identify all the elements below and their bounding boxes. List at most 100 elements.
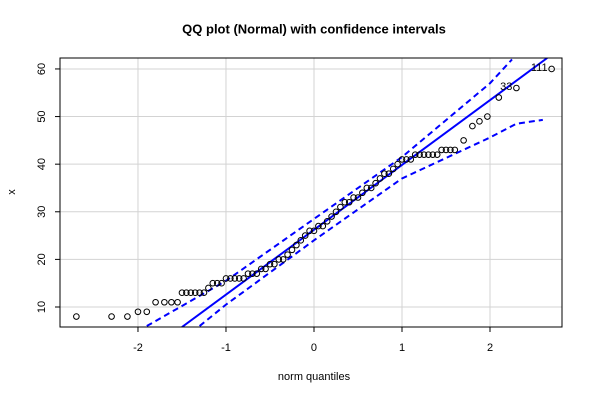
data-point [240,275,247,282]
data-point [438,146,445,154]
x-axis-label: norm quantiles [278,371,351,383]
data-point [442,146,450,154]
data-point [341,198,349,206]
data-point [354,194,362,201]
y-tick-label: 60 [36,63,48,75]
point-label: 111 [531,62,548,74]
data-point [447,146,454,154]
data-point [484,113,491,120]
data-point [425,151,432,158]
data-point [451,146,459,154]
data-point [235,275,243,282]
data-point [218,279,225,287]
data-point [222,275,230,282]
x-tick-label: 0 [311,342,317,354]
data-point [328,213,335,220]
data-point [429,151,437,158]
data-point [476,118,483,125]
data-point [301,232,309,239]
data-point [257,265,265,273]
data-point [398,156,406,163]
data-point [288,246,296,254]
data-point [433,151,441,158]
y-tick-label: 10 [36,301,48,313]
data-point [244,270,252,277]
data-point [495,94,503,101]
data-point [381,170,388,177]
data-point [420,151,428,158]
data-point [385,170,393,177]
data-point [394,160,401,168]
data-point [345,198,353,206]
data-point [548,65,555,73]
data-point [315,222,322,230]
data-point [350,194,357,201]
data-point [174,298,181,306]
data-point [161,298,168,306]
data-point [134,308,142,316]
data-point [416,151,423,158]
data-point [319,222,327,230]
data-point [152,298,159,306]
data-point [323,218,331,225]
plot-frame [59,57,563,328]
data-point [297,237,305,244]
point-label: 33 [500,81,512,93]
data-point [284,251,291,258]
data-point [200,289,208,297]
x-tick-label: -1 [221,342,231,354]
data-point [513,84,520,92]
data-point [469,122,476,130]
data-point [209,279,217,287]
x-tick-label: -2 [133,342,143,354]
data-point [108,313,115,320]
data-point [187,289,195,297]
y-tick-label: 50 [36,110,48,122]
y-axis-label: x [6,189,18,195]
data-point [73,313,80,320]
x-tick-label: 2 [487,342,493,354]
data-point [407,156,415,163]
y-tick-label: 40 [36,158,48,170]
data-point [389,165,397,173]
data-point [266,260,274,268]
data-point [403,156,410,163]
data-point [262,265,269,273]
x-tick-label: 1 [399,342,405,354]
qq-line [198,118,543,327]
data-point [363,184,371,192]
data-point [183,289,190,297]
grid [60,58,562,327]
data-point [332,208,340,216]
data-point [359,189,366,197]
data-point [293,241,300,249]
data-point [196,289,203,297]
data-point [367,184,375,192]
data-point [271,260,278,268]
data-point [310,227,318,235]
data-point [178,289,186,297]
data-point [249,270,256,277]
data-point [227,275,234,282]
data-point [411,151,419,158]
qq-line [146,58,513,327]
data-point [337,203,344,211]
data-point [124,313,131,320]
data-point [143,308,151,316]
data-point [306,227,313,235]
chart-title: QQ plot (Normal) with confidence interva… [182,21,446,36]
plot-area [73,58,555,327]
data-point [376,175,384,182]
data-point [168,298,175,306]
qq-line [181,58,548,327]
data-point [213,279,221,287]
data-point [460,137,467,144]
data-point [205,284,212,292]
data-point [231,275,239,282]
y-tick-label: 20 [36,253,48,265]
data-point [191,289,199,297]
data-point [372,179,379,187]
data-point [275,256,283,263]
data-point [253,270,261,277]
